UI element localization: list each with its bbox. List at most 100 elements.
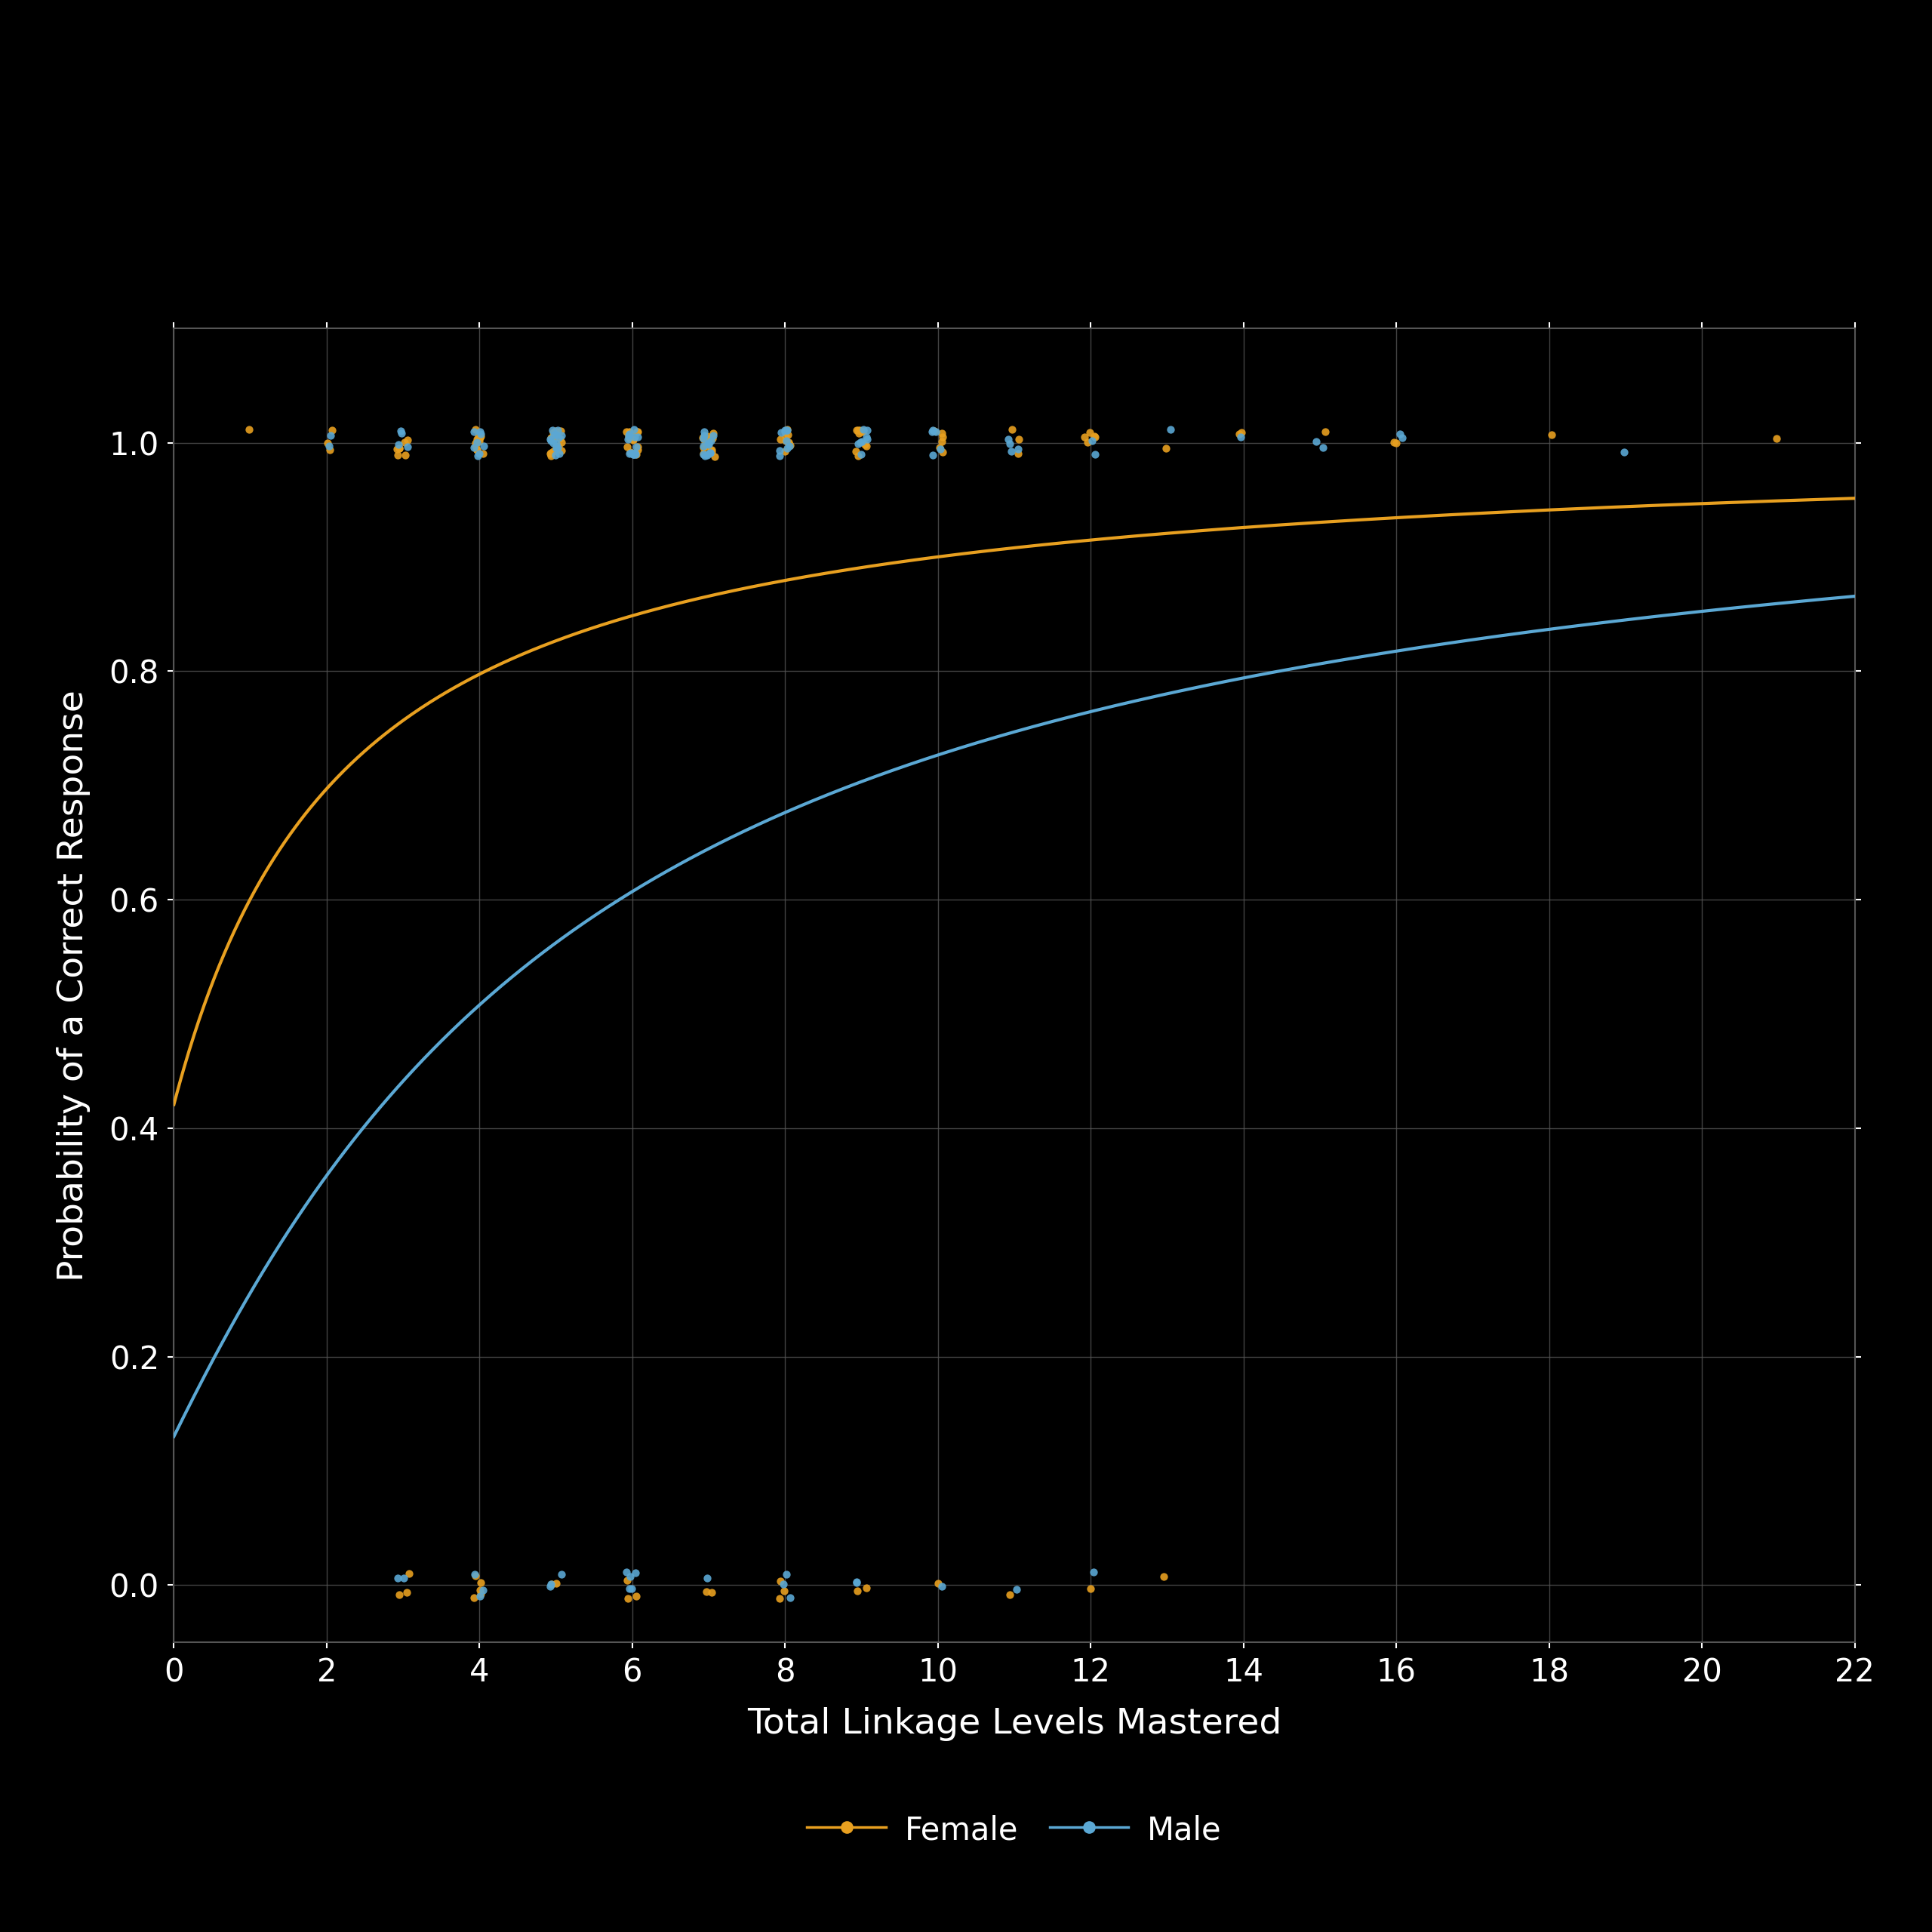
Point bbox=[1308, 433, 1339, 464]
Point bbox=[763, 1582, 794, 1613]
Point bbox=[852, 413, 883, 444]
Point bbox=[543, 431, 574, 462]
Point bbox=[383, 440, 413, 471]
Y-axis label: Probability of a Correct Response: Probability of a Correct Response bbox=[56, 690, 91, 1281]
Point bbox=[535, 439, 566, 469]
Point bbox=[697, 435, 728, 466]
Point bbox=[1762, 423, 1793, 454]
Point bbox=[390, 439, 421, 469]
Point bbox=[539, 415, 570, 446]
Point bbox=[537, 1569, 568, 1600]
Point bbox=[997, 437, 1028, 468]
Point bbox=[460, 1561, 491, 1592]
Point bbox=[771, 425, 802, 456]
Point bbox=[696, 425, 726, 456]
Point bbox=[537, 427, 568, 458]
Point bbox=[920, 417, 951, 448]
Point bbox=[696, 421, 726, 452]
Point bbox=[773, 427, 804, 458]
Point bbox=[392, 431, 423, 462]
Point bbox=[1385, 419, 1416, 450]
Point bbox=[614, 423, 645, 454]
Point bbox=[1080, 439, 1111, 469]
Point bbox=[462, 435, 493, 466]
Point bbox=[995, 429, 1026, 460]
Point bbox=[543, 435, 574, 466]
Point bbox=[1379, 427, 1410, 458]
Point bbox=[688, 431, 719, 462]
Point bbox=[539, 439, 570, 469]
Point bbox=[696, 1577, 726, 1607]
Point bbox=[618, 439, 649, 469]
Point bbox=[543, 415, 574, 446]
Point bbox=[775, 431, 806, 462]
Point bbox=[688, 423, 719, 454]
Point bbox=[692, 431, 723, 462]
Point bbox=[765, 435, 796, 466]
Point bbox=[1310, 415, 1341, 446]
Point bbox=[769, 417, 800, 448]
Point bbox=[234, 413, 265, 444]
Point bbox=[771, 425, 802, 456]
Point bbox=[466, 417, 497, 448]
Point bbox=[1078, 1557, 1109, 1588]
Point bbox=[464, 1580, 495, 1611]
Point bbox=[458, 433, 489, 464]
Point bbox=[925, 433, 956, 464]
Point bbox=[923, 433, 954, 464]
Point bbox=[547, 421, 578, 452]
Point bbox=[1387, 423, 1418, 454]
Point bbox=[388, 1563, 419, 1594]
Point bbox=[537, 417, 568, 448]
Point bbox=[535, 437, 566, 468]
Point bbox=[464, 427, 495, 458]
Point bbox=[388, 427, 419, 458]
Point bbox=[1381, 427, 1412, 458]
Point bbox=[1227, 417, 1258, 448]
Point bbox=[383, 429, 413, 460]
Point bbox=[614, 419, 645, 450]
Point bbox=[918, 415, 949, 446]
Point bbox=[850, 421, 881, 452]
Point bbox=[386, 415, 417, 446]
Point bbox=[852, 1573, 883, 1604]
Point bbox=[771, 413, 802, 444]
Point bbox=[313, 431, 344, 462]
Point bbox=[846, 415, 877, 446]
Point bbox=[775, 1582, 806, 1613]
Point bbox=[1225, 421, 1256, 452]
Point bbox=[692, 421, 723, 452]
Point bbox=[614, 1573, 645, 1604]
Point bbox=[771, 421, 802, 452]
Point bbox=[844, 427, 875, 458]
Point bbox=[384, 1578, 415, 1609]
Point bbox=[539, 423, 570, 454]
Point bbox=[313, 427, 344, 458]
Point bbox=[993, 423, 1024, 454]
Point bbox=[852, 423, 883, 454]
Point bbox=[769, 415, 800, 446]
Point bbox=[694, 439, 724, 469]
Point bbox=[545, 439, 576, 469]
Point bbox=[618, 423, 649, 454]
Point bbox=[840, 1567, 871, 1598]
Point bbox=[541, 1569, 572, 1600]
Point bbox=[844, 415, 875, 446]
Point bbox=[611, 415, 641, 446]
Point bbox=[690, 440, 721, 471]
Point bbox=[620, 439, 651, 469]
Point bbox=[618, 425, 649, 456]
Point bbox=[692, 1577, 723, 1607]
Point bbox=[464, 423, 495, 454]
Point bbox=[688, 423, 719, 454]
Point bbox=[620, 431, 651, 462]
Point bbox=[537, 415, 568, 446]
Point bbox=[773, 419, 804, 450]
Point bbox=[462, 427, 493, 458]
Point bbox=[848, 413, 879, 444]
Point bbox=[769, 435, 800, 466]
Point bbox=[464, 415, 495, 446]
Point bbox=[696, 439, 726, 469]
Point bbox=[846, 439, 877, 469]
Point bbox=[462, 423, 493, 454]
